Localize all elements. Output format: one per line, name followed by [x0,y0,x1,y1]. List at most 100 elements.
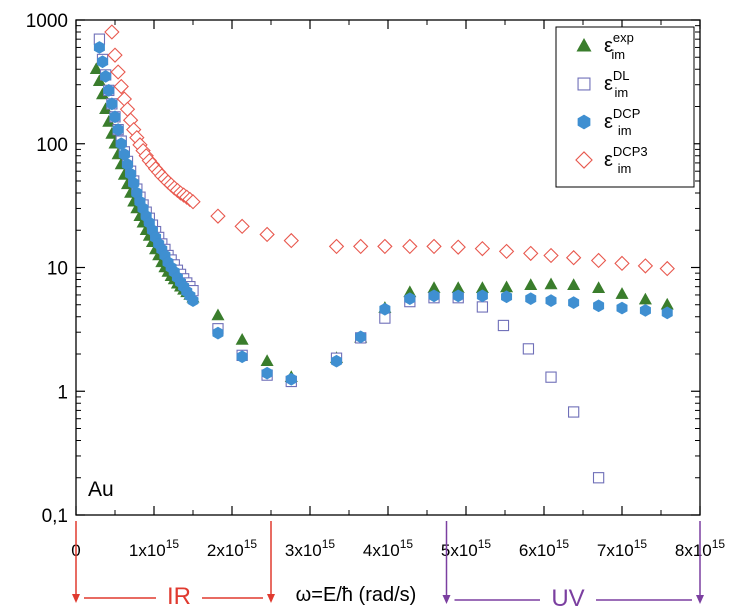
data-point-dl [476,301,489,313]
legend-symbol: ε [604,149,613,171]
data-point-dcp [525,292,537,306]
data-point-exp [544,277,558,290]
data-point-dcp [100,70,112,83]
legend-symbol: ε [604,73,613,95]
x-tick-label: 8x1015 [675,537,726,560]
x-tick-label-exponent: 15 [634,537,648,551]
data-point-dcp [616,301,628,315]
data-point-dcp3 [565,250,582,266]
data-point-dcp [331,354,343,368]
x-tick-label-base: 3x10 [285,541,322,560]
x-axis-title: ω=E/ħ (rad/s) [296,584,417,606]
x-tick-label-base: 7x10 [597,541,634,560]
data-point-dl [592,472,605,484]
legend-subscript: im [618,123,632,138]
x-tick-label-exponent: 15 [556,537,570,551]
legend-label-exp: εexp im [604,30,634,62]
legend-label-dl: εDL im [604,68,630,100]
data-point-dcp [112,123,124,136]
data-point-dcp [261,366,273,380]
axes: 10001001010,101x10152x10153x10154x10155x… [26,11,726,560]
data-point-dcp3 [113,78,129,95]
data-point-exp [211,308,225,321]
data-point-exp [524,278,538,290]
data-point-dcp [187,294,199,307]
y-tick-label: 1000 [26,11,68,32]
data-point-dcp3 [234,218,250,235]
data-point-dcp3 [107,47,123,63]
data-point-dcp [661,306,673,320]
data-point-dcp3 [498,243,515,260]
legend-label-dcp3: εDCP3 im [604,144,648,176]
legend-superscript: exp [613,30,634,45]
legend-label-dcp: εDCP im [604,106,640,138]
data-point-dcp3 [283,232,299,249]
x-tick-label-base: 1x10 [129,541,166,560]
y-tick-label: 10 [47,259,68,280]
x-tick-label: 1x1015 [129,537,180,560]
data-point-dcp [379,302,391,316]
x-tick-label: 3x1015 [285,537,336,560]
x-tick-label: 7x1015 [597,537,648,560]
data-point-dcp [452,289,464,303]
data-point-dcp [109,110,121,124]
data-point-dcp3 [543,247,559,264]
data-point-dcp3 [474,240,491,257]
legend-subscript: im [611,47,625,62]
x-tick-label-base: 6x10 [519,541,556,560]
data-point-dcp3 [590,252,607,269]
data-point-dcp [103,84,115,97]
ir-right-arrowhead [267,594,275,603]
data-point-dcp3 [402,238,418,255]
legend-marker-dcp3 [575,151,593,169]
y-tick-label: 0,1 [42,506,68,527]
data-point-dcp [115,137,127,151]
data-point-dcp [236,350,248,364]
ir-left-arrowhead [72,594,80,603]
data-point-exp [567,278,581,290]
panel-label: Au [88,478,114,501]
x-tick-label-base: 4x10 [363,541,400,560]
x-tick-label: 5x1015 [441,537,492,560]
data-point-dcp [97,55,109,69]
data-point-dcp3 [523,245,539,262]
data-point-dcp [476,289,488,303]
data-point-dcp [93,41,105,54]
x-tick-label-exponent: 15 [712,537,726,551]
x-tick-label-base: 8x10 [675,541,712,560]
annotations: Au IR ω=E/ħ (rad/s) UV [72,478,704,609]
data-point-exp [260,354,274,366]
data-point-dcp [212,326,224,340]
data-point-dl [497,319,510,332]
x-tick-label-exponent: 15 [322,537,336,551]
legend-marker-dl [577,77,591,91]
data-point-dcp3 [104,24,120,40]
data-point-dcp [501,290,513,304]
data-point-dl [545,371,557,383]
data-point-dcp [568,296,580,309]
data-point-exp [592,281,606,294]
data-point-exp [500,280,514,293]
legend-symbol: ε [604,35,613,57]
legend-symbol: ε [604,111,613,133]
data-point-dcp3 [210,208,226,224]
data-point-dcp3 [377,238,393,255]
data-point-exp [235,332,249,345]
x-tick-label-exponent: 15 [166,537,180,551]
x-tick-label-exponent: 15 [244,537,258,551]
data-point-dcp [355,330,367,344]
data-point-dcp3 [659,260,675,277]
data-point-dcp3 [185,194,201,210]
legend-subscript: im [615,85,629,100]
data-point-dcp [545,294,557,307]
legend-marker-exp [576,38,592,52]
data-point-dcp3 [110,64,126,80]
y-tick-label: 100 [36,135,68,156]
data-point-dcp [639,304,651,317]
series-dcp [93,41,673,386]
x-tick-label-base: 2x10 [207,541,244,560]
data-point-dcp3 [637,258,654,274]
data-point-exp [638,292,652,305]
